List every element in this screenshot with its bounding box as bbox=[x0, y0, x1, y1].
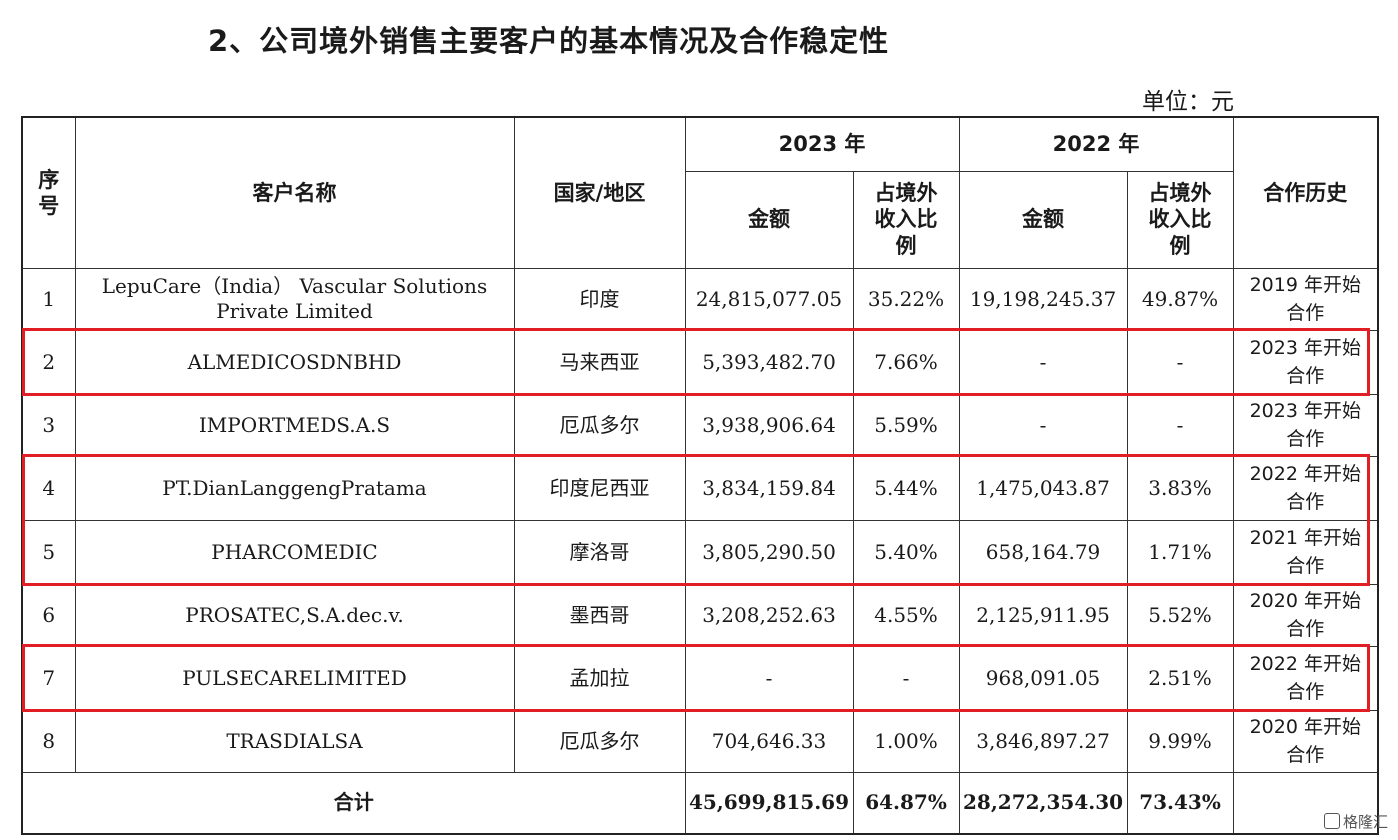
cell-customer-name: IMPORTMEDS.A.S bbox=[74, 393, 515, 457]
total-row: 合计 45,699,815.69 64.87% 28,272,354.30 73.43% bbox=[21, 771, 1379, 835]
cell-customer-name: PULSECARELIMITED bbox=[74, 645, 515, 711]
header-no: 序号 bbox=[21, 116, 76, 269]
unit-label: 单位：元 bbox=[1142, 89, 1234, 115]
cell-amount-2023: - bbox=[684, 645, 854, 711]
cell-ratio-2023: 35.22% bbox=[852, 267, 960, 331]
cell-no: 7 bbox=[21, 645, 76, 711]
cell-amount-2022: 2,125,911.95 bbox=[958, 583, 1128, 647]
table-row: 7 PULSECARELIMITED 孟加拉 - -968,091.05 2.51% 202… bbox=[21, 645, 1379, 711]
cell-ratio-2023: 7.66% bbox=[852, 329, 960, 395]
cell-no: 5 bbox=[21, 519, 76, 585]
cell-customer-name: PT.DianLanggengPratama bbox=[74, 455, 515, 521]
cell-ratio-2022: 49.87% bbox=[1126, 267, 1234, 331]
cell-total-history bbox=[1232, 771, 1379, 835]
section-title: 2、公司境外销售主要客户的基本情况及合作稳定性 bbox=[208, 24, 890, 58]
table-row: 3 IMPORTMEDS.A.S 厄瓜多尔 3,938,906.64 5.59% - -20… bbox=[21, 393, 1379, 457]
cell-customer-name: TRASDIALSA bbox=[74, 709, 515, 773]
cell-no: 4 bbox=[21, 455, 76, 521]
header-year-2023: 2023 年 bbox=[684, 116, 960, 172]
cell-ratio-2023: - bbox=[852, 645, 960, 711]
cell-total-amount-2023: 45,699,815.69 bbox=[684, 771, 854, 835]
cell-amount-2022: - bbox=[958, 329, 1128, 395]
cell-ratio-2023: 5.44% bbox=[852, 455, 960, 521]
cell-customer-name: PROSATEC,S.A.dec.v. bbox=[74, 583, 515, 647]
cell-amount-2023: 3,805,290.50 bbox=[684, 519, 854, 585]
header-ratio-2023: 占境外收入比例 bbox=[852, 170, 960, 269]
table-row: 1 LepuCare（India） Vascular Solutions Priv… bbox=[21, 267, 1379, 331]
overseas-customers-table: 序号 客户名称 国家/地区 2023 年 2022 年 合作历史 金额 占境外收… bbox=[21, 116, 1380, 835]
cell-total-label: 合计 bbox=[21, 771, 686, 835]
cell-amount-2022: 1,475,043.87 bbox=[958, 455, 1128, 521]
watermark: 格隆汇 bbox=[1323, 811, 1388, 832]
cell-ratio-2022: 9.99% bbox=[1126, 709, 1234, 773]
cell-no: 1 bbox=[21, 267, 76, 331]
cell-amount-2022: 3,846,897.27 bbox=[958, 709, 1128, 773]
cell-total-ratio-2023: 64.87% bbox=[852, 771, 960, 835]
cell-amount-2023: 704,646.33 bbox=[684, 709, 854, 773]
cell-country: 孟加拉 bbox=[513, 645, 686, 711]
cell-amount-2023: 3,208,252.63 bbox=[684, 583, 854, 647]
cell-ratio-2022: 3.83% bbox=[1126, 455, 1234, 521]
table-row: 2 ALMEDICOSDNBHD 马来西亚 5,393,482.70 7.66% - -20… bbox=[21, 329, 1379, 395]
cell-customer-name: LepuCare（India） Vascular Solutions Priva… bbox=[74, 267, 515, 331]
cell-history: 2020 年开始合作 bbox=[1232, 709, 1379, 773]
cell-amount-2023: 3,834,159.84 bbox=[684, 455, 854, 521]
cell-no: 3 bbox=[21, 393, 76, 457]
cell-amount-2023: 24,815,077.05 bbox=[684, 267, 854, 331]
header-amount-2023: 金额 bbox=[684, 170, 854, 269]
cell-amount-2023: 3,938,906.64 bbox=[684, 393, 854, 457]
header-year-2022: 2022 年 bbox=[958, 116, 1234, 172]
header-country: 国家/地区 bbox=[513, 116, 686, 269]
cell-history: 2021 年开始合作 bbox=[1232, 519, 1379, 585]
cell-ratio-2023: 5.59% bbox=[852, 393, 960, 457]
cell-ratio-2022: 5.52% bbox=[1126, 583, 1234, 647]
cell-ratio-2022: - bbox=[1126, 329, 1234, 395]
cell-country: 马来西亚 bbox=[513, 329, 686, 395]
cell-history: 2019 年开始合作 bbox=[1232, 267, 1379, 331]
header-customer-name: 客户名称 bbox=[74, 116, 515, 269]
cell-country: 厄瓜多尔 bbox=[513, 393, 686, 457]
cell-ratio-2022: 1.71% bbox=[1126, 519, 1234, 585]
cell-amount-2023: 5,393,482.70 bbox=[684, 329, 854, 395]
cell-history: 2023 年开始合作 bbox=[1232, 393, 1379, 457]
cell-total-amount-2022: 28,272,354.30 bbox=[958, 771, 1128, 835]
cell-country: 摩洛哥 bbox=[513, 519, 686, 585]
cell-amount-2022: 19,198,245.37 bbox=[958, 267, 1128, 331]
table-row: 8 TRASDIALSA 厄瓜多尔 704,646.33 1.00% 3,846,897.… bbox=[21, 709, 1379, 773]
cell-history: 2023 年开始合作 bbox=[1232, 329, 1379, 395]
table-row: 6 PROSATEC,S.A.dec.v. 墨西哥 3,208,252.63 4.55%… bbox=[21, 583, 1379, 647]
cell-amount-2022: 968,091.05 bbox=[958, 645, 1128, 711]
cell-total-ratio-2022: 73.43% bbox=[1126, 771, 1234, 835]
cell-ratio-2023: 1.00% bbox=[852, 709, 960, 773]
cell-no: 2 bbox=[21, 329, 76, 395]
cell-customer-name: ALMEDICOSDNBHD bbox=[74, 329, 515, 395]
table-row: 4 PT.DianLanggengPratama 印度尼西亚 3,834,159.84… bbox=[21, 455, 1379, 521]
cell-ratio-2023: 4.55% bbox=[852, 583, 960, 647]
cell-amount-2022: 658,164.79 bbox=[958, 519, 1128, 585]
cell-no: 8 bbox=[21, 709, 76, 773]
header-ratio-2022: 占境外收入比例 bbox=[1126, 170, 1234, 269]
cell-ratio-2022: - bbox=[1126, 393, 1234, 457]
cell-country: 印度尼西亚 bbox=[513, 455, 686, 521]
cell-country: 墨西哥 bbox=[513, 583, 686, 647]
cell-customer-name: PHARCOMEDIC bbox=[74, 519, 515, 585]
cell-ratio-2022: 2.51% bbox=[1126, 645, 1234, 711]
cell-country: 印度 bbox=[513, 267, 686, 331]
table-row: 5 PHARCOMEDIC 摩洛哥 3,805,290.50 5.40% 658,164.… bbox=[21, 519, 1379, 585]
cell-ratio-2023: 5.40% bbox=[852, 519, 960, 585]
header-history: 合作历史 bbox=[1232, 116, 1379, 269]
cell-history: 2020 年开始合作 bbox=[1232, 583, 1379, 647]
cell-history: 2022 年开始合作 bbox=[1232, 645, 1379, 711]
watermark-logo-icon bbox=[1323, 813, 1340, 829]
cell-no: 6 bbox=[21, 583, 76, 647]
header-amount-2022: 金额 bbox=[958, 170, 1128, 269]
cell-amount-2022: - bbox=[958, 393, 1128, 457]
cell-country: 厄瓜多尔 bbox=[513, 709, 686, 773]
cell-history: 2022 年开始合作 bbox=[1232, 455, 1379, 521]
